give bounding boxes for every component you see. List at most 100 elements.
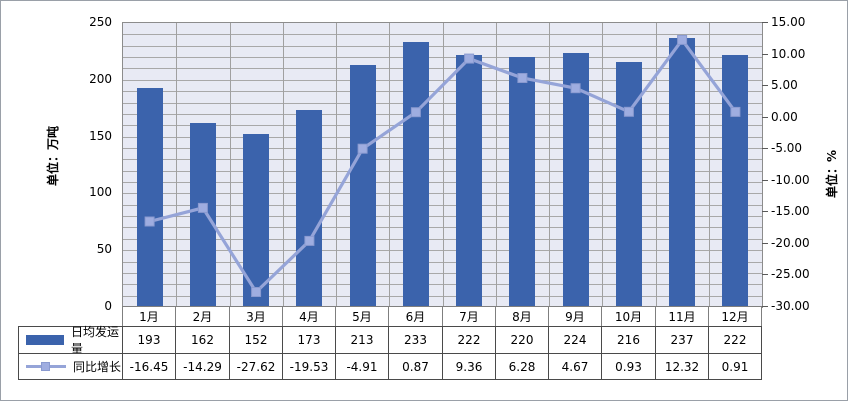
bar-value-cell: 173 bbox=[282, 326, 336, 354]
bar bbox=[456, 55, 482, 307]
minor-gridline bbox=[123, 182, 762, 183]
line-marker bbox=[197, 202, 208, 213]
minor-gridline bbox=[123, 103, 762, 104]
growth-value-cell: -19.53 bbox=[282, 353, 336, 380]
bar-value-cell: 233 bbox=[388, 326, 443, 354]
line-marker bbox=[517, 73, 528, 83]
growth-value-cell: 0.93 bbox=[601, 353, 656, 380]
category-gridline bbox=[336, 23, 337, 307]
minor-gridline bbox=[123, 91, 762, 92]
bar-value-cell: 216 bbox=[601, 326, 656, 354]
bar-value-cell: 162 bbox=[175, 326, 230, 354]
bar bbox=[563, 53, 589, 307]
left-axis-title: 单位：万吨 bbox=[46, 126, 60, 187]
month-cell: 9月 bbox=[548, 306, 602, 327]
line-marker bbox=[623, 106, 634, 117]
bar-value-cell: 222 bbox=[442, 326, 496, 354]
right-axis-tick: -5.00 bbox=[771, 141, 803, 156]
legend-label-line: 同比增长 bbox=[73, 360, 122, 374]
right-axis-tick: -30.00 bbox=[771, 299, 810, 313]
bar-series-swatch bbox=[26, 335, 64, 345]
minor-gridline bbox=[123, 239, 762, 240]
right-axis-tickmark bbox=[762, 180, 768, 181]
legend-item-bar: 日均发运量 bbox=[18, 325, 123, 356]
left-axis-tick: 250 bbox=[89, 15, 112, 29]
right-axis-tickmark bbox=[762, 306, 768, 307]
right-axis-tickmark bbox=[762, 117, 768, 118]
right-axis-tick: -10.00 bbox=[771, 172, 810, 187]
growth-value-cell: 6.28 bbox=[495, 353, 549, 380]
growth-value-cell: 12.32 bbox=[655, 353, 709, 380]
minor-gridline bbox=[123, 205, 762, 206]
left-axis-tick: 100 bbox=[89, 185, 112, 200]
bar bbox=[509, 57, 535, 307]
month-cell: 8月 bbox=[495, 306, 549, 327]
right-axis-tick: 10.00 bbox=[771, 46, 806, 61]
category-gridline bbox=[176, 23, 177, 307]
line-marker bbox=[304, 235, 315, 246]
legend-item-line: 同比增长 bbox=[18, 353, 123, 380]
bar bbox=[296, 110, 322, 307]
month-cell: 1月 bbox=[122, 306, 176, 327]
minor-gridline bbox=[123, 114, 762, 115]
minor-gridline bbox=[123, 57, 762, 58]
minor-gridline bbox=[123, 296, 762, 297]
bar-value-cell: 222 bbox=[708, 326, 762, 354]
line-series-swatch bbox=[26, 361, 66, 372]
growth-value-cell: -16.45 bbox=[122, 353, 176, 380]
category-gridline bbox=[602, 23, 603, 307]
minor-gridline bbox=[123, 284, 762, 285]
right-axis-tickmark bbox=[762, 211, 768, 212]
category-gridline bbox=[656, 23, 657, 307]
bar bbox=[403, 42, 429, 307]
bar bbox=[137, 88, 163, 307]
growth-value-cell: -14.29 bbox=[175, 353, 230, 380]
minor-gridline bbox=[123, 193, 762, 194]
plot-area bbox=[122, 22, 763, 308]
minor-gridline bbox=[123, 148, 762, 149]
minor-gridline bbox=[123, 227, 762, 228]
line-marker bbox=[251, 287, 262, 297]
right-axis-tick: 5.00 bbox=[771, 78, 798, 93]
month-cell: 11月 bbox=[655, 306, 709, 327]
right-axis-tick: -25.00 bbox=[771, 267, 810, 282]
minor-gridline bbox=[123, 262, 762, 263]
line-marker bbox=[730, 106, 741, 117]
minor-gridline bbox=[123, 250, 762, 251]
minor-gridline bbox=[123, 171, 762, 172]
month-cell: 10月 bbox=[601, 306, 656, 327]
line-marker bbox=[144, 216, 155, 227]
category-gridline bbox=[496, 23, 497, 307]
right-axis-title: 单位：% bbox=[825, 149, 839, 199]
bar-value-cell: 152 bbox=[229, 326, 283, 354]
bar-value-cell: 224 bbox=[548, 326, 602, 354]
category-gridline bbox=[549, 23, 550, 307]
right-axis-tickmark bbox=[762, 85, 768, 86]
category-gridline bbox=[230, 23, 231, 307]
bar-value-cell: 220 bbox=[495, 326, 549, 354]
bar-value-cell: 213 bbox=[335, 326, 389, 354]
left-axis-tick: 0 bbox=[104, 299, 112, 313]
minor-gridline bbox=[123, 125, 762, 126]
right-axis-tickmark bbox=[762, 54, 768, 55]
left-axis-tick: 50 bbox=[96, 242, 112, 257]
minor-gridline bbox=[123, 68, 762, 69]
minor-gridline bbox=[123, 46, 762, 47]
month-cell: 3月 bbox=[229, 306, 283, 327]
category-gridline bbox=[443, 23, 444, 307]
left-axis-tick: 200 bbox=[89, 71, 112, 86]
minor-gridline bbox=[123, 159, 762, 160]
minor-gridline bbox=[123, 216, 762, 217]
month-cell: 4月 bbox=[282, 306, 336, 327]
right-axis-tick: -20.00 bbox=[771, 235, 810, 250]
line-marker bbox=[677, 34, 688, 45]
growth-value-cell: 4.67 bbox=[548, 353, 602, 380]
growth-value-cell: 0.91 bbox=[708, 353, 762, 380]
growth-value-cell: -4.91 bbox=[335, 353, 389, 380]
growth-line bbox=[144, 34, 741, 297]
right-axis-tick: 15.00 bbox=[771, 15, 806, 29]
minor-gridline bbox=[123, 80, 762, 81]
growth-value-cell: 9.36 bbox=[442, 353, 496, 380]
bar-value-cell: 237 bbox=[655, 326, 709, 354]
